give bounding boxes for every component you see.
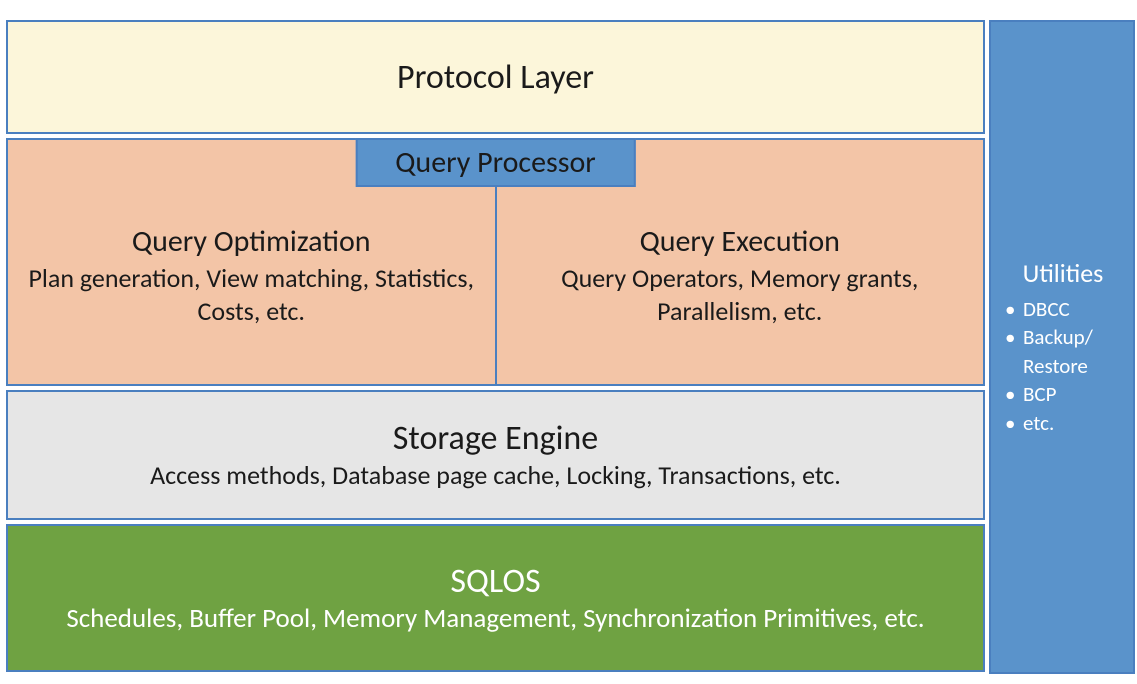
query-execution-title: Query Execution xyxy=(640,223,840,260)
query-optimization-title: Query Optimization xyxy=(132,223,371,260)
architecture-diagram: Protocol Layer Query Processor Query Opt… xyxy=(6,20,1135,674)
utilities-item: Backup/ Restore xyxy=(1003,323,1123,380)
sqlos-sub: Schedules, Buffer Pool, Memory Managemen… xyxy=(66,602,924,636)
storage-sub: Access methods, Database page cache, Loc… xyxy=(150,459,841,492)
utilities-item: DBCC xyxy=(1003,295,1123,323)
sqlos-box: SQLOS Schedules, Buffer Pool, Memory Man… xyxy=(6,524,985,672)
query-processor-badge: Query Processor xyxy=(355,138,636,187)
utilities-column: Utilities DBCC Backup/ Restore BCP etc. xyxy=(989,20,1135,674)
storage-title: Storage Engine xyxy=(393,418,598,459)
storage-engine-box: Storage Engine Access methods, Database … xyxy=(6,390,985,520)
query-execution-sub: Query Operators, Memory grants, Parallel… xyxy=(515,262,966,327)
main-column: Protocol Layer Query Processor Query Opt… xyxy=(6,20,985,674)
protocol-layer-box: Protocol Layer xyxy=(6,20,985,134)
utilities-item: BCP xyxy=(1003,380,1123,408)
utilities-title: Utilities xyxy=(1003,257,1123,289)
query-optimization-sub: Plan generation, View matching, Statisti… xyxy=(26,262,477,327)
query-processor-box: Query Processor Query Optimization Plan … xyxy=(6,138,985,386)
utilities-box: Utilities DBCC Backup/ Restore BCP etc. xyxy=(989,20,1135,674)
utilities-list: DBCC Backup/ Restore BCP etc. xyxy=(1003,295,1123,437)
utilities-item: etc. xyxy=(1003,409,1123,437)
sqlos-title: SQLOS xyxy=(450,561,540,602)
protocol-title: Protocol Layer xyxy=(397,57,594,98)
